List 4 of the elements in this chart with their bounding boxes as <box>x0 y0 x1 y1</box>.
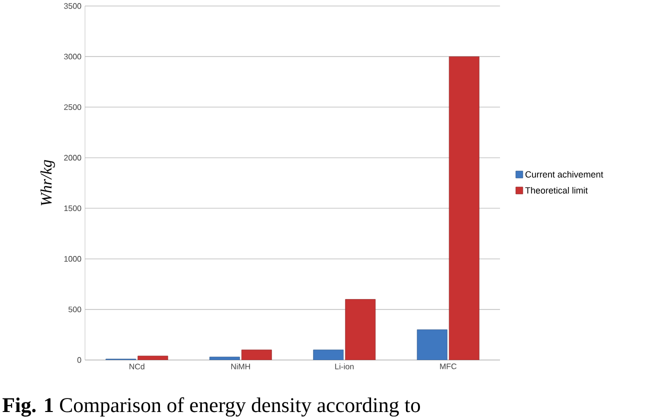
text: Fig. 1 Comparison of energy density according to <box>2 397 420 417</box>
y-axis-title: Whr/kg <box>40 160 55 206</box>
legend-label: Current achivement <box>525 171 604 178</box>
legend-label: Theoretical limit <box>525 186 588 194</box>
